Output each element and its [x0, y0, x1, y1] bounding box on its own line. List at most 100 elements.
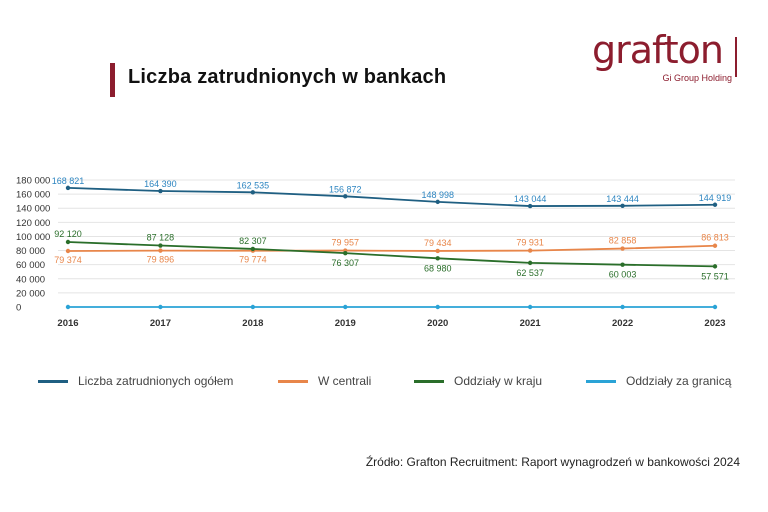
legend-swatch	[38, 379, 68, 383]
y-tick-label: 140 000	[16, 204, 50, 215]
data-point	[527, 248, 533, 253]
data-point	[712, 304, 718, 310]
data-label: 143 444	[606, 194, 639, 204]
data-point	[527, 260, 533, 266]
x-tick-label: 2022	[612, 318, 633, 329]
data-point	[65, 248, 71, 254]
data-label: 87 128	[147, 233, 175, 243]
data-point	[250, 190, 256, 195]
x-tick-label: 2016	[57, 318, 78, 329]
x-tick-label: 2020	[427, 318, 448, 329]
data-point	[343, 250, 348, 256]
data-label: 76 307	[332, 258, 360, 268]
legend-item: Oddziały za granicą	[586, 374, 731, 388]
data-label: 82 307	[239, 236, 267, 246]
data-point	[250, 246, 256, 252]
data-point	[527, 304, 533, 310]
data-label: 156 872	[329, 184, 362, 194]
data-point	[435, 304, 440, 310]
logo-subtitle: Gi Group Holding	[662, 73, 732, 83]
x-tick-label: 2017	[150, 318, 171, 329]
data-point	[343, 194, 348, 199]
logo-divider	[735, 37, 737, 77]
legend-item: W centrali	[278, 374, 371, 388]
data-label: 79 957	[332, 238, 360, 248]
data-label: 168 821	[52, 176, 85, 186]
data-point	[158, 248, 163, 253]
x-tick-label: 2021	[520, 318, 542, 329]
title-accent-bar	[110, 63, 115, 97]
data-point	[65, 304, 71, 310]
data-label: 162 535	[237, 180, 270, 190]
data-label: 82 858	[609, 236, 637, 246]
data-label: 60 003	[609, 270, 637, 280]
data-point	[158, 243, 163, 248]
y-tick-label: 40 000	[16, 274, 45, 285]
series-line	[67, 186, 716, 207]
y-tick-label: 60 000	[16, 260, 45, 271]
data-label: 79 931	[516, 238, 544, 248]
y-tick-label: 160 000	[16, 190, 50, 201]
data-point	[435, 199, 440, 205]
data-label: 68 980	[424, 263, 452, 273]
data-point	[65, 185, 71, 191]
data-point	[250, 304, 256, 310]
data-point	[620, 262, 625, 267]
x-tick-label: 2019	[335, 318, 356, 329]
y-tick-label: 100 000	[16, 232, 50, 243]
data-point	[712, 202, 718, 207]
source-note: Źródło: Grafton Recruitment: Raport wyna…	[365, 455, 740, 469]
logo-wordmark: grafton	[592, 28, 724, 72]
chart-title: Liczba zatrudnionych w bankach	[128, 66, 447, 88]
data-point	[343, 304, 348, 310]
y-tick-label: 120 000	[16, 218, 50, 229]
x-tick-label: 2023	[704, 318, 725, 329]
data-point	[620, 246, 625, 251]
grafton-logo: grafton Gi Group Holding	[592, 30, 742, 86]
data-label: 79 374	[54, 255, 82, 265]
data-point	[158, 304, 163, 310]
legend-label: Oddziały w kraju	[454, 374, 543, 388]
legend-item: Liczba zatrudnionych ogółem	[38, 374, 233, 388]
data-label: 79 896	[147, 255, 175, 265]
data-label: 57 571	[701, 271, 729, 281]
y-tick-label: 80 000	[16, 246, 45, 257]
legend-swatch	[414, 379, 444, 383]
series-lines	[65, 185, 718, 310]
legend: Liczba zatrudnionych ogółem W centrali Odd…	[30, 374, 750, 394]
data-label: 79 774	[239, 255, 267, 265]
series-line	[67, 244, 716, 252]
data-label: 62 537	[516, 268, 544, 278]
data-label: 79 434	[424, 238, 452, 248]
legend-item: Oddziały w kraju	[414, 374, 542, 388]
x-tick-label: 2018	[242, 318, 263, 329]
legend-swatch	[278, 379, 308, 383]
data-label: 144 919	[699, 193, 732, 203]
data-label: 148 998	[421, 190, 454, 200]
y-axis: 0 20 000 40 000 60 000 80 000 100 000 120 000 1…	[16, 176, 50, 314]
y-tick-label: 20 000	[16, 288, 45, 299]
data-labels: 168 821 164 390 162 535 156 872 148 998 143 0…	[52, 176, 732, 281]
data-point	[158, 188, 163, 194]
legend-label: W centrali	[318, 374, 372, 388]
data-point	[712, 243, 718, 248]
data-label: 92 120	[54, 229, 82, 239]
legend-label: Liczba zatrudnionych ogółem	[78, 374, 234, 388]
data-point	[712, 264, 718, 269]
data-point	[620, 304, 625, 310]
data-label: 143 044	[514, 194, 547, 204]
y-tick-label: 0	[16, 303, 21, 314]
data-label: 86 813	[701, 233, 729, 243]
y-tick-label: 180 000	[16, 176, 50, 187]
legend-swatch	[586, 379, 616, 383]
data-point	[435, 256, 440, 261]
data-label: 164 390	[144, 179, 177, 189]
x-axis: 2016 2017 2018 2019 2020 2021 2022 2023	[57, 318, 725, 329]
data-point	[65, 239, 71, 245]
series-line	[67, 241, 716, 268]
legend-label: Oddziały za granicą	[626, 374, 732, 388]
data-point	[527, 203, 533, 209]
data-point	[435, 248, 440, 254]
data-point	[620, 203, 625, 208]
